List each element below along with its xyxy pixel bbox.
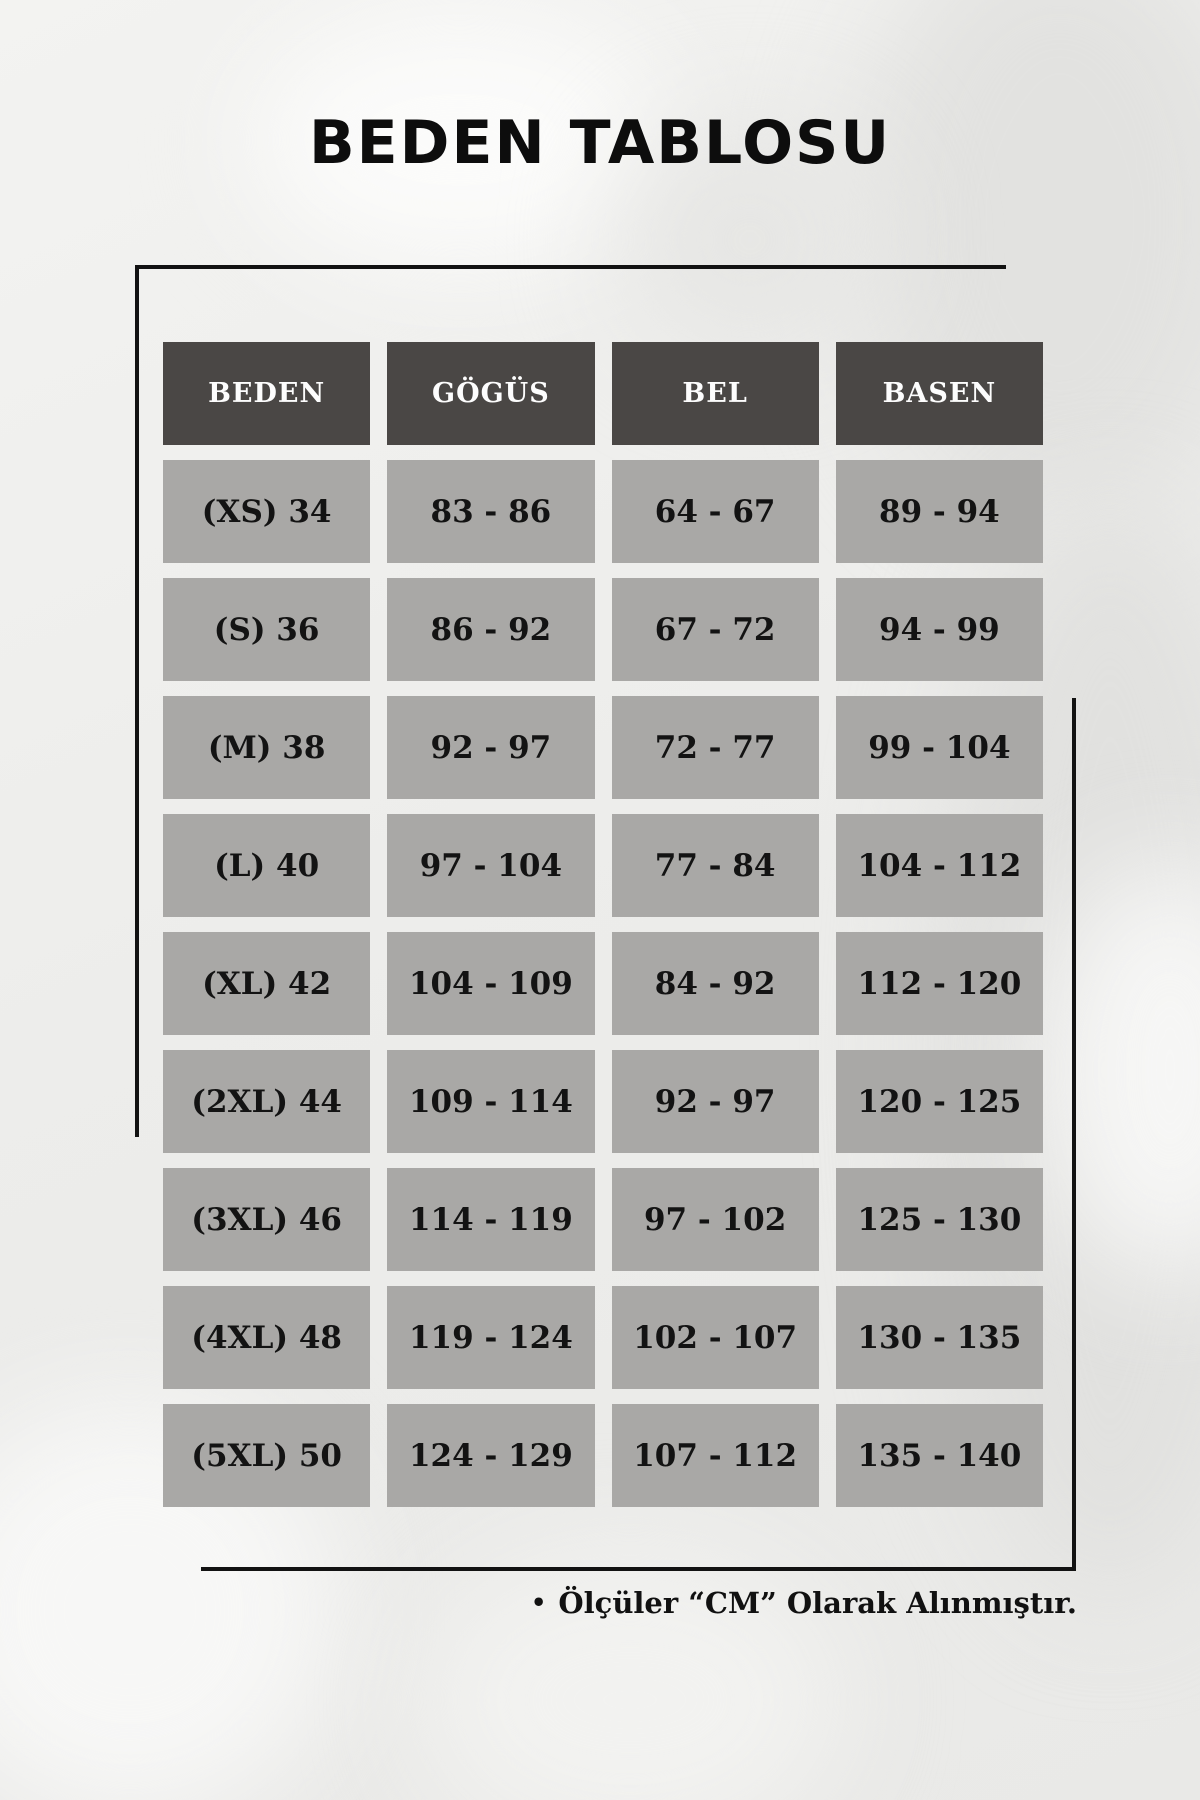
cell-r6-c2: 97 - 102 bbox=[611, 1168, 819, 1271]
cell-r4-c3: 112 - 120 bbox=[835, 932, 1043, 1035]
background-blob bbox=[620, 120, 880, 360]
cell-r0-c0: (XS) 34 bbox=[163, 460, 371, 563]
header-cell-1: GÖGÜS bbox=[387, 342, 595, 445]
cell-r1-c3: 94 - 99 bbox=[835, 578, 1043, 681]
cell-r8-c0: (5XL) 50 bbox=[163, 1404, 371, 1507]
size-table: BEDEN GÖGÜS BEL BASEN (XS) 34 83 - 86 64 - 67 8… bbox=[163, 342, 1043, 1507]
cell-r7-c3: 130 - 135 bbox=[835, 1286, 1043, 1389]
cell-r2-c2: 72 - 77 bbox=[611, 696, 819, 799]
cell-r5-c0: (2XL) 44 bbox=[163, 1050, 371, 1153]
cell-r3-c0: (L) 40 bbox=[163, 814, 371, 917]
cell-r6-c3: 125 - 130 bbox=[835, 1168, 1043, 1271]
cell-r3-c2: 77 - 84 bbox=[611, 814, 819, 917]
cell-r0-c2: 64 - 67 bbox=[611, 460, 819, 563]
cell-r0-c3: 89 - 94 bbox=[835, 460, 1043, 563]
cell-r1-c1: 86 - 92 bbox=[387, 578, 595, 681]
cell-r5-c1: 109 - 114 bbox=[387, 1050, 595, 1153]
page-title: BEDEN TABLOSU bbox=[308, 108, 892, 178]
cell-r5-c3: 120 - 125 bbox=[835, 1050, 1043, 1153]
cell-r5-c2: 92 - 97 bbox=[611, 1050, 819, 1153]
cell-r7-c2: 102 - 107 bbox=[611, 1286, 819, 1389]
bullet-icon: • bbox=[531, 1588, 547, 1617]
cell-r8-c1: 124 - 129 bbox=[387, 1404, 595, 1507]
cell-r1-c2: 67 - 72 bbox=[611, 578, 819, 681]
header-cell-2: BEL bbox=[611, 342, 819, 445]
cell-r8-c2: 107 - 112 bbox=[611, 1404, 819, 1507]
cell-r3-c1: 97 - 104 bbox=[387, 814, 595, 917]
footnote: • Ölçüler “CM” Olarak Alınmıştır. bbox=[531, 1586, 1077, 1620]
cell-r7-c1: 119 - 124 bbox=[387, 1286, 595, 1389]
cell-r4-c1: 104 - 109 bbox=[387, 932, 595, 1035]
cell-r2-c3: 99 - 104 bbox=[835, 696, 1043, 799]
background-blob bbox=[250, 10, 670, 270]
background-blob bbox=[420, 1550, 840, 1800]
cell-r0-c1: 83 - 86 bbox=[387, 460, 595, 563]
header-cell-3: BASEN bbox=[835, 342, 1043, 445]
cell-r3-c3: 104 - 112 bbox=[835, 814, 1043, 917]
cell-r4-c0: (XL) 42 bbox=[163, 932, 371, 1035]
cell-r7-c0: (4XL) 48 bbox=[163, 1286, 371, 1389]
cell-r8-c3: 135 - 140 bbox=[835, 1404, 1043, 1507]
cell-r6-c1: 114 - 119 bbox=[387, 1168, 595, 1271]
cell-r2-c1: 92 - 97 bbox=[387, 696, 595, 799]
cell-r1-c0: (S) 36 bbox=[163, 578, 371, 681]
footnote-text: Ölçüler “CM” Olarak Alınmıştır. bbox=[558, 1586, 1077, 1620]
header-cell-0: BEDEN bbox=[163, 342, 371, 445]
cell-r4-c2: 84 - 92 bbox=[611, 932, 819, 1035]
cell-r6-c0: (3XL) 46 bbox=[163, 1168, 371, 1271]
cell-r2-c0: (M) 38 bbox=[163, 696, 371, 799]
